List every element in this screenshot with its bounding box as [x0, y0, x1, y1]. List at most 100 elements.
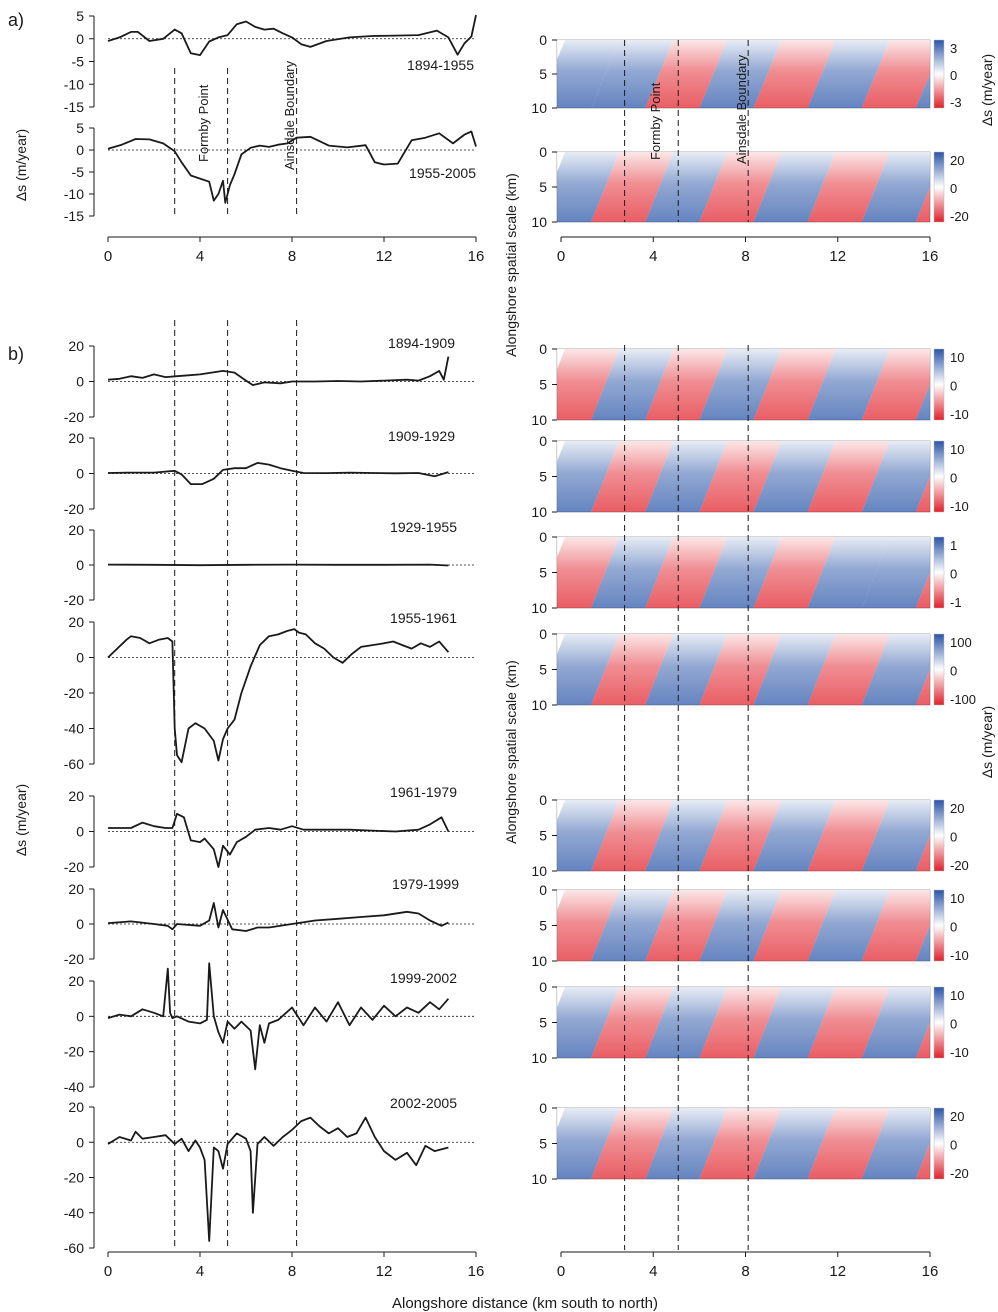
scale-fade — [557, 1108, 930, 1179]
y-tick-label: 0 — [76, 374, 84, 390]
scale-fade — [557, 800, 930, 871]
x-tick-label: 8 — [741, 248, 749, 265]
text-layer: a) b) Alongshore distance (km south to n… — [8, 10, 995, 1312]
colorbar-tick-label: 10 — [950, 891, 964, 906]
scale-tick-label: 0 — [539, 979, 547, 995]
y-tick-label: -40 — [64, 1079, 84, 1095]
y-tick-label: -20 — [64, 1044, 84, 1060]
x-tick-label: 0 — [104, 248, 112, 265]
panel-a-label: a) — [8, 10, 24, 30]
series-line — [107, 356, 450, 386]
scale-tick-label: 0 — [539, 32, 547, 48]
y-tick-label: -10 — [64, 186, 84, 202]
wavelet-bands — [557, 1108, 930, 1179]
y-tick-label: -60 — [64, 1240, 84, 1256]
series-line — [107, 628, 450, 764]
colorbar-tick-label: -20 — [950, 209, 969, 224]
series-line — [107, 130, 477, 204]
y-tick-label: 0 — [76, 142, 84, 158]
scale-tick-label: 0 — [539, 144, 547, 160]
wavelet-bands — [557, 441, 930, 512]
x-tick-label: 0 — [557, 248, 565, 265]
x-tick-label: 4 — [649, 1263, 657, 1280]
y-tick-label: 0 — [76, 466, 84, 482]
colorbar-tick-label: -20 — [950, 1166, 969, 1181]
period-label: 1955-1961 — [390, 610, 457, 626]
colorbar-tick-label: 20 — [950, 1109, 964, 1124]
scale-tick-label: 5 — [539, 565, 547, 581]
colorbar-tick-label: -3 — [950, 95, 962, 110]
scale-tick-label: 10 — [531, 1050, 547, 1066]
panel-b-label: b) — [8, 344, 24, 364]
y-tick-label: -60 — [64, 756, 84, 772]
colorbar — [933, 799, 945, 872]
x-tick-label: 8 — [741, 1263, 749, 1280]
scale-tick-label: 10 — [531, 697, 547, 713]
scale-tick-label: 10 — [531, 412, 547, 428]
scale-tick-label: 5 — [539, 918, 547, 934]
scale-tick-label: 5 — [539, 179, 547, 195]
scale-fade — [557, 441, 930, 512]
y-tick-label: -20 — [64, 859, 84, 875]
colorbar-tick-label: 0 — [950, 379, 957, 394]
scale-tick-label: 5 — [539, 1015, 547, 1031]
x-tick-label: 16 — [468, 1263, 485, 1280]
x-tick-label: 12 — [376, 248, 393, 265]
colorbar-tick-label: -20 — [950, 858, 969, 873]
scale-fade — [557, 152, 930, 222]
colorbar-tick-label: -10 — [950, 948, 969, 963]
colorbar-label-bottom: Δs (m/year) — [979, 706, 995, 778]
landmark-label: Ainsdale Boundary — [734, 54, 749, 164]
colorbar-tick-label: 0 — [950, 830, 957, 845]
period-label: 2002-2005 — [390, 1095, 457, 1111]
colorbar-tick-label: 0 — [950, 471, 957, 486]
colorbar-tick-label: -10 — [950, 407, 969, 422]
colorbar-label-top: Δs (m/year) — [979, 54, 995, 126]
y-tick-label: 0 — [76, 916, 84, 932]
scale-fade — [557, 890, 930, 961]
series-line — [107, 962, 450, 1071]
scale-tick-label: 10 — [531, 1171, 547, 1187]
colorbar-tick-label: -10 — [950, 499, 969, 514]
y-tick-label: 20 — [68, 788, 84, 804]
series-line — [107, 462, 449, 485]
colorbar-tick-label: 0 — [950, 920, 957, 935]
colorbar — [933, 889, 945, 962]
scale-tick-label: 10 — [531, 953, 547, 969]
wavelet-bands — [557, 634, 930, 705]
wavelet-bands — [557, 800, 930, 871]
scale-tick-label: 0 — [539, 626, 547, 642]
scale-tick-label: 5 — [539, 662, 547, 678]
x-tick-label: 4 — [196, 1263, 204, 1280]
colorbar — [933, 536, 945, 609]
scale-fade — [557, 40, 930, 108]
scale-tick-label: 0 — [539, 1100, 547, 1116]
y-tick-label: 20 — [68, 881, 84, 897]
series-line — [107, 563, 449, 567]
colorbar-tick-label: -10 — [950, 1045, 969, 1060]
colorbar-tick-label: 0 — [950, 1017, 957, 1032]
colorbar-tick-label: 1 — [950, 538, 957, 553]
series-line — [107, 14, 477, 56]
scale-tick-label: 0 — [539, 433, 547, 449]
period-label: 1999-2002 — [390, 970, 457, 986]
landmark-label: Ainsdale Boundary — [282, 60, 297, 170]
y-tick-label: 0 — [76, 31, 84, 47]
colorbar-tick-label: 3 — [950, 41, 957, 56]
x-tick-label: 16 — [922, 1263, 939, 1280]
x-tick-label: 0 — [557, 1263, 565, 1280]
scale-tick-label: 5 — [539, 66, 547, 82]
wavelet-bands — [557, 987, 930, 1058]
colorbar-tick-label: 20 — [950, 153, 964, 168]
y-tick-label: 0 — [76, 650, 84, 666]
x-tick-label: 0 — [104, 1263, 112, 1280]
x-tick-label: 8 — [288, 1263, 296, 1280]
y-tick-label: -5 — [72, 54, 85, 70]
scale-tick-label: 0 — [539, 529, 547, 545]
x-tick-label: 4 — [649, 248, 657, 265]
y-tick-label: -20 — [64, 685, 84, 701]
wavelet-bands — [557, 537, 930, 608]
landmark-label: Formby Point — [196, 84, 211, 162]
scale-tick-label: 10 — [531, 600, 547, 616]
y-tick-label: -20 — [64, 1170, 84, 1186]
